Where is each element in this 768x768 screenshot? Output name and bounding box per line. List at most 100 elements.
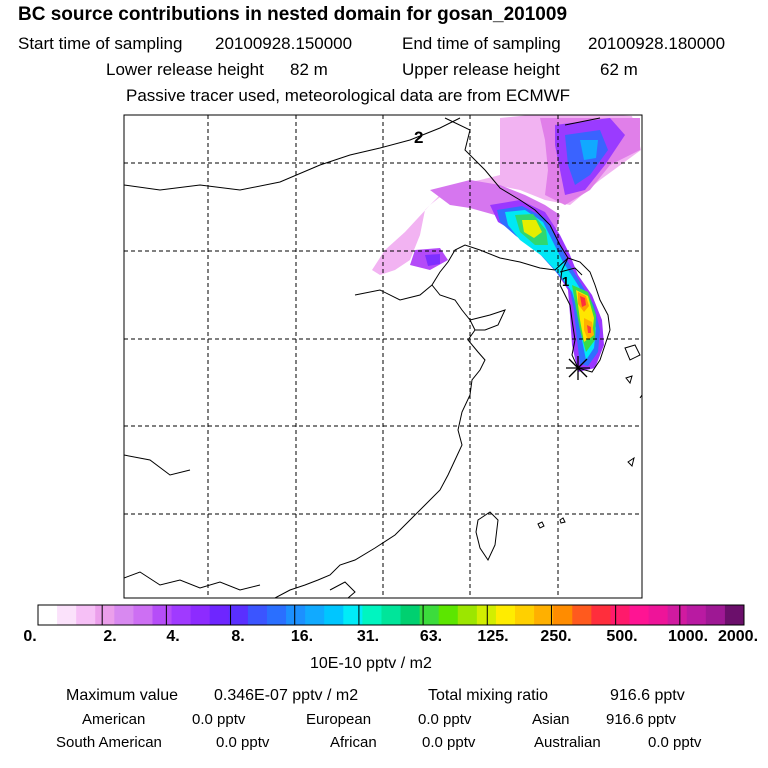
region-name: South American [56, 734, 162, 751]
shandong [469, 309, 506, 331]
colorbar-tick-label: 2000. [717, 628, 759, 645]
china-coast [274, 244, 569, 598]
colorbar-swatch [553, 605, 573, 625]
map-frame [123, 114, 643, 599]
colorbar-swatch [705, 605, 726, 625]
start-time-label: Start time of sampling [18, 34, 183, 53]
colorbar-tick-label: 500. [606, 628, 638, 645]
colorbar-swatch [572, 605, 592, 625]
colorbar-tick-label: 63. [419, 628, 443, 645]
hainan [329, 581, 356, 598]
region-value: 0.0 pptv [192, 711, 246, 728]
region-value: 0.0 pptv [216, 734, 270, 751]
colorbar [37, 604, 745, 626]
contour-label-2: 2 [414, 128, 423, 147]
small-island-2 [559, 517, 566, 524]
colorbar-swatch [610, 605, 631, 625]
colorbar-swatch [381, 605, 402, 625]
small-island-1 [537, 521, 545, 529]
max-value: 0.346E-07 pptv / m2 [214, 687, 359, 704]
colorbar-tick-label: 8. [231, 628, 245, 645]
upper-release-label: Upper release height [402, 60, 560, 79]
lower-release-label: Lower release height [106, 60, 264, 79]
upper-release-value: 62 m [600, 60, 638, 79]
colorbar-swatch [419, 605, 440, 625]
inner-border-1 [124, 454, 191, 476]
indochina [124, 571, 261, 591]
colorbar-swatch [495, 605, 516, 625]
colorbar-tick-label: 2. [103, 628, 117, 645]
taiwan [475, 511, 499, 562]
coastlines [124, 117, 642, 598]
region-name: European [306, 711, 372, 728]
colorbar-swatch [724, 605, 745, 625]
colorbar-swatch [629, 605, 650, 625]
colorbar-swatch [343, 605, 363, 625]
region-name: American [82, 711, 146, 728]
colorbar-frame [37, 604, 745, 626]
end-time-label: End time of sampling [402, 34, 561, 53]
colorbar-swatch [286, 605, 306, 625]
colorbar-swatch [228, 605, 249, 625]
colorbar-swatch [457, 605, 478, 625]
colorbar-swatch [266, 605, 287, 625]
colorbar-swatch [209, 605, 230, 625]
north-border [564, 117, 601, 126]
total-mixing-label: Total mixing ratio [428, 687, 549, 704]
contour-label-1: 1 [562, 274, 569, 289]
colorbar-swatch [648, 605, 669, 625]
receptor-star-icon [566, 356, 590, 380]
total-mixing-value: 916.6 pptv [610, 687, 685, 704]
colorbar-swatch [114, 605, 134, 625]
plot-title: BC source contributions in nested domain… [18, 4, 568, 25]
region-name: Australian [534, 734, 601, 751]
graticule [124, 115, 642, 598]
plume-yellow-north [522, 220, 542, 238]
start-time-value: 20100928.150000 [215, 34, 353, 53]
colorbar-swatch [324, 605, 344, 625]
plume-corridor [490, 200, 604, 372]
colorbar-swatch [362, 605, 382, 625]
colorbar-tick-label: 16. [290, 628, 314, 645]
colorbar-swatch [247, 605, 268, 625]
max-value-label: Maximum value [66, 687, 179, 704]
region-name: Asian [532, 711, 570, 728]
plume-field [372, 115, 641, 372]
colorbar-swatch [476, 605, 497, 625]
colorbar-swatch [76, 605, 96, 625]
colorbar-swatch [515, 605, 535, 625]
colorbar-swatch [57, 605, 77, 625]
region-value: 0.0 pptv [648, 734, 702, 751]
korea-border-inner [559, 267, 583, 276]
region-value: 0.0 pptv [418, 711, 472, 728]
korea-peninsula [559, 257, 611, 373]
japan-islands [625, 375, 642, 467]
colorbar-swatch [95, 605, 115, 625]
colorbar-tick-label: 4. [166, 628, 180, 645]
tracer-note: Passive tracer used, meteorological data… [126, 86, 571, 105]
colorbar-tick-label: 125. [477, 628, 509, 645]
colorbar-swatch [152, 605, 173, 625]
colorbar-swatch [133, 605, 153, 625]
plume-red-south [587, 325, 591, 333]
region-value: 916.6 pptv [606, 711, 677, 728]
manchuria-border [444, 117, 569, 259]
region-value: 0.0 pptv [422, 734, 476, 751]
region-name: African [330, 734, 377, 751]
colorbar-tick-label: 1000. [667, 628, 709, 645]
end-time-value: 20100928.180000 [588, 34, 726, 53]
colorbar-swatch [438, 605, 459, 625]
inner-border-2 [354, 284, 433, 301]
mongolia-border [124, 117, 461, 191]
plume-red [580, 296, 586, 307]
plume-violet-west [425, 254, 440, 266]
colorbar-swatch [190, 605, 211, 625]
colorbar-swatch [667, 605, 688, 625]
colorbar-swatch [38, 605, 58, 625]
colorbar-swatch [686, 605, 707, 625]
colorbar-swatch [171, 605, 192, 625]
plume-dodger-north [580, 140, 598, 160]
colorbar-swatch [534, 605, 554, 625]
colorbar-swatch [591, 605, 611, 625]
